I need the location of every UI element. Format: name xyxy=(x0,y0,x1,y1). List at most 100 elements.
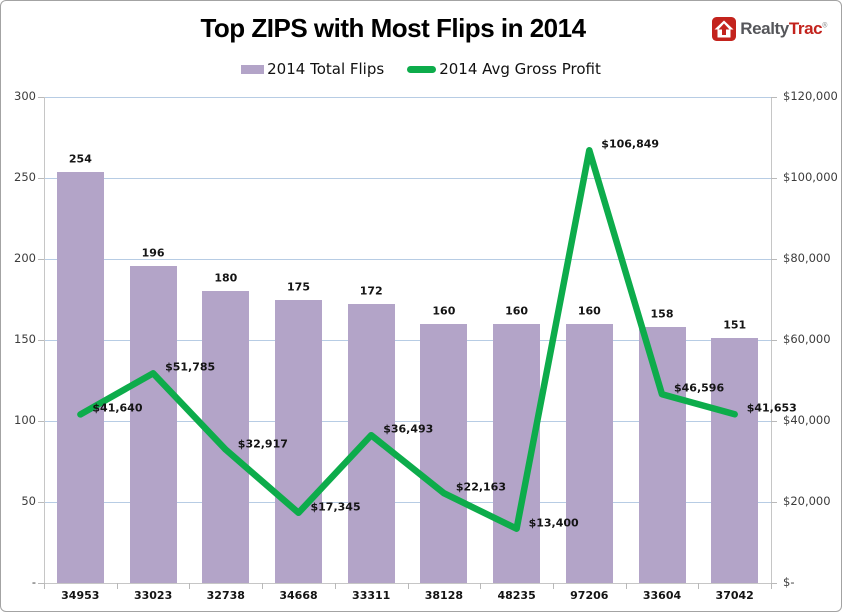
bar xyxy=(275,299,322,583)
bar-value-label: 158 xyxy=(650,307,674,321)
right-axis-tick-label: $100,000 xyxy=(783,170,838,184)
right-axis-tick xyxy=(771,259,777,260)
x-axis-category-label: 37042 xyxy=(715,589,754,602)
bar-value-label: 160 xyxy=(432,304,456,318)
left-axis-tick-label: 50 xyxy=(21,494,36,508)
x-axis-tick xyxy=(189,583,191,589)
line-value-label: $41,640 xyxy=(92,401,143,415)
x-axis-category-label: 48235 xyxy=(497,589,536,602)
left-axis-tick-label: 150 xyxy=(14,332,36,346)
left-axis-tick xyxy=(38,583,44,584)
x-axis-tick xyxy=(407,583,409,589)
right-axis-tick xyxy=(771,502,777,503)
line-value-label: $13,400 xyxy=(528,516,579,530)
right-axis-tick-label: $20,000 xyxy=(783,494,831,508)
bar-value-label: 172 xyxy=(359,284,383,298)
chart-title: Top ZIPS with Most Flips in 2014 xyxy=(200,13,586,43)
x-axis-tick xyxy=(480,583,482,589)
bar xyxy=(711,338,759,583)
left-axis-tick xyxy=(38,340,44,341)
x-axis-tick xyxy=(552,583,554,589)
right-axis-tick-label: $40,000 xyxy=(783,413,831,427)
right-axis-line xyxy=(771,97,772,588)
legend-label-total-flips: 2014 Total Flips xyxy=(267,60,385,78)
bar-value-label: 196 xyxy=(141,246,165,259)
left-axis-tick xyxy=(38,421,44,422)
legend-swatch-line xyxy=(407,65,437,73)
right-axis-tick-label: $- xyxy=(783,575,795,589)
right-axis-tick-label: $120,000 xyxy=(783,89,838,103)
gridline xyxy=(44,502,771,503)
line-value-label: $36,493 xyxy=(383,422,434,436)
logo-text-trac: Trac xyxy=(788,19,823,38)
logo-text-realty: Realty xyxy=(740,19,789,38)
left-axis-tick xyxy=(38,97,44,98)
avg-gross-profit-line xyxy=(77,147,738,532)
legend-label-avg-gross-profit: 2014 Avg Gross Profit xyxy=(439,60,601,78)
gridline xyxy=(44,340,771,341)
x-axis-category-label: 38128 xyxy=(424,589,464,602)
registered-mark: ® xyxy=(822,22,827,30)
x-axis-tick xyxy=(116,583,118,589)
realtytrac-logo: RealtyTrac® xyxy=(712,17,827,41)
x-axis-tick xyxy=(698,583,700,589)
left-axis-tick xyxy=(38,178,44,179)
line-value-label: $46,596 xyxy=(674,381,725,395)
x-axis-category-label: 34953 xyxy=(61,589,100,602)
legend-swatch-bar xyxy=(241,64,265,74)
x-axis-tick xyxy=(44,583,45,589)
right-axis-tick xyxy=(771,178,777,179)
left-axis-tick-label: 250 xyxy=(14,170,36,184)
bar-value-label: 254 xyxy=(68,152,92,165)
right-axis-tick-label: $80,000 xyxy=(783,251,831,265)
x-axis-category-label: 33023 xyxy=(133,589,173,602)
x-axis-category-label: 33311 xyxy=(352,589,391,602)
bar-value-label: 175 xyxy=(287,280,310,293)
legend-entry-avg-gross-profit: 2014 Avg Gross Profit xyxy=(407,60,601,78)
left-axis-line xyxy=(44,97,45,588)
bar-value-label: 151 xyxy=(723,318,747,332)
chart-legend: 2014 Total Flips 2014 Avg Gross Profit xyxy=(1,60,841,78)
left-axis-tick-label: 200 xyxy=(14,251,36,265)
line-value-label: $22,163 xyxy=(455,480,506,494)
x-axis-category-label: 97206 xyxy=(570,589,609,602)
gridline xyxy=(44,421,771,422)
line-value-label: $17,345 xyxy=(310,500,361,514)
line-value-label: $41,653 xyxy=(746,401,797,415)
right-axis-tick xyxy=(771,340,777,341)
right-axis-tick xyxy=(771,421,777,422)
left-axis-tick-label: 100 xyxy=(14,413,36,427)
bar xyxy=(129,265,177,583)
line-value-label: $32,917 xyxy=(237,437,288,451)
bar-value-label: 160 xyxy=(577,304,601,318)
legend-entry-total-flips: 2014 Total Flips xyxy=(241,60,384,78)
bar xyxy=(56,171,104,583)
x-axis-category-label: 34668 xyxy=(279,589,318,602)
left-axis-tick-label: 300 xyxy=(14,89,36,103)
x-axis-tick xyxy=(262,583,264,589)
x-axis-tick xyxy=(334,583,336,589)
left-axis-tick-label: - xyxy=(31,575,36,589)
line-value-label: $51,785 xyxy=(165,360,216,374)
realtytrac-house-icon xyxy=(712,17,737,41)
gridline xyxy=(44,259,771,260)
logo-wordmark: RealtyTrac® xyxy=(740,19,827,39)
bar xyxy=(565,323,613,583)
x-axis-category-label: 32738 xyxy=(206,589,245,602)
left-axis-tick xyxy=(38,502,44,503)
bar-value-label: 160 xyxy=(505,304,529,318)
bar xyxy=(638,327,686,583)
right-axis-tick xyxy=(771,583,777,584)
x-axis-category-label: 33604 xyxy=(642,589,682,602)
bar-value-label: 180 xyxy=(214,271,238,285)
gridline xyxy=(44,178,771,179)
left-axis-tick xyxy=(38,259,44,260)
right-axis-tick xyxy=(771,97,777,98)
line-value-label: $106,849 xyxy=(601,137,660,151)
x-axis-tick xyxy=(771,583,772,589)
x-axis-tick xyxy=(625,583,627,589)
right-axis-tick-label: $60,000 xyxy=(783,332,831,346)
plot-area: 254 196 180 175 172 160 160 160 158 151 $41,640 $51… xyxy=(38,97,797,589)
bar xyxy=(420,323,468,583)
